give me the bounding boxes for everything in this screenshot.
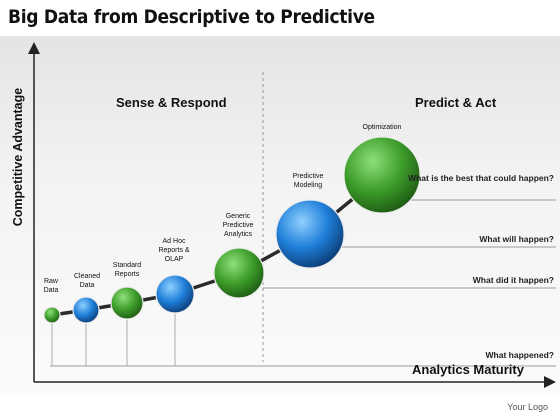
x-axis-label: Analytics Maturity: [412, 362, 524, 377]
bubble-raw-data: [43, 306, 61, 324]
section-left-label: Sense & Respond: [116, 95, 227, 110]
bubble-optimization: [343, 136, 421, 214]
question-best: What is the best that could happen?: [408, 173, 554, 183]
diagram-panel: [0, 36, 560, 396]
bubble-generic-predictive: [213, 247, 265, 299]
section-right-label: Predict & Act: [415, 95, 497, 110]
bubble-ad-hoc-reports: [155, 274, 195, 314]
stage-label-raw-data: Raw Data: [43, 278, 59, 294]
stage-label-optimization: Optimization: [362, 124, 402, 131]
question-happened: What happened?: [485, 350, 554, 360]
stage-ticks: [51, 314, 176, 366]
bubble-standard-reports: [110, 286, 144, 320]
bubble-cleaned-data: [72, 296, 100, 324]
stage-label-cleaned-data: Cleaned Data: [73, 273, 101, 289]
question-did: What did it happen?: [472, 275, 554, 285]
question-will: What will happen?: [479, 234, 554, 244]
y-axis-label: Competitive Advantage: [11, 87, 25, 227]
stage-label-standard-reports: Standard Reports: [112, 262, 142, 278]
stage-label-predictive-modeling: Predictive Modeling: [292, 173, 324, 189]
page-title: Big Data from Descriptive to Predictive: [8, 6, 375, 28]
bubble-predictive-modeling: [275, 199, 345, 269]
stage-label-ad-hoc-reports: Ad Hoc Reports & OLAP: [158, 238, 190, 263]
footer-logo: Your Logo: [507, 402, 548, 412]
stage-label-generic-predictive: Generic Predictive Analytics: [222, 213, 254, 238]
